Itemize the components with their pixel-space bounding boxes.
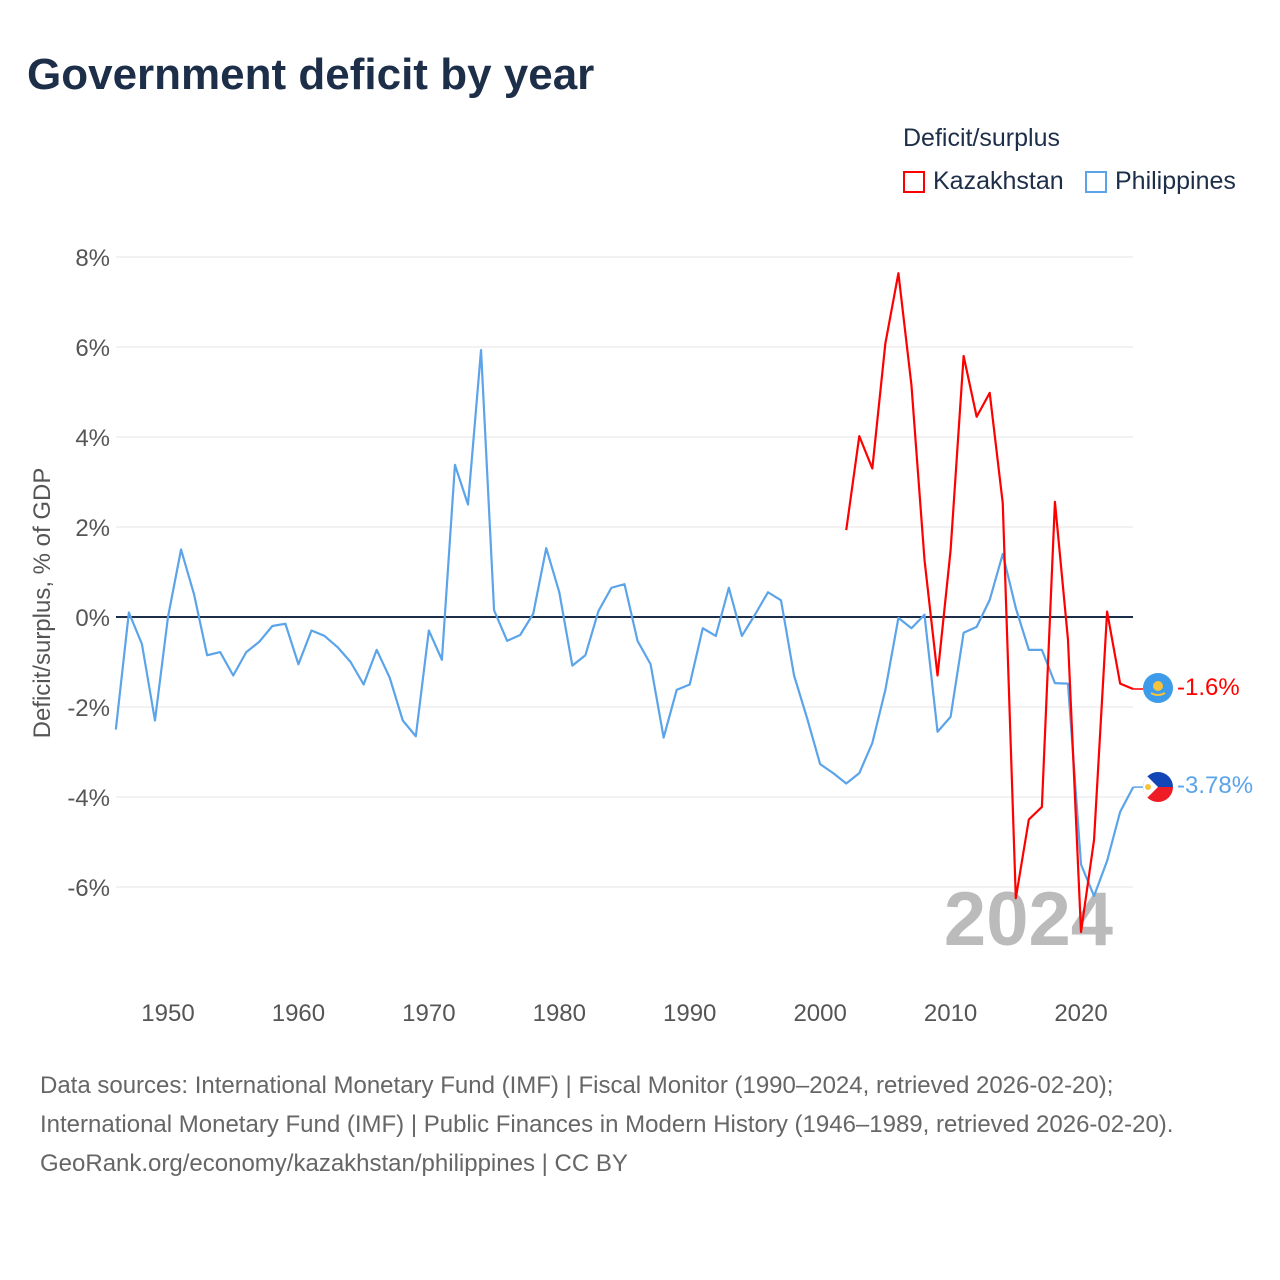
- end-label-kazakhstan: -1.6%: [1177, 674, 1240, 701]
- footer: Data sources: International Monetary Fun…: [40, 1066, 1240, 1183]
- chart-title: Government deficit by year: [27, 50, 595, 99]
- flag-kazakhstan-icon: [1143, 673, 1173, 703]
- credit-link[interactable]: GeoRank.org/economy/kazakhstan/philippin…: [40, 1150, 628, 1177]
- series-line-kazakhstan[interactable]: [845, 272, 1134, 934]
- legend-item-kazakhstan[interactable]: Kazakhstan: [903, 167, 1064, 196]
- legend-label: Philippines: [1115, 167, 1236, 195]
- year-watermark: 2024: [944, 877, 1113, 962]
- end-label-philippines: -3.78%: [1177, 772, 1253, 799]
- y-tick-label: 0%: [75, 605, 110, 632]
- x-tick-label: 1980: [533, 1000, 586, 1027]
- y-tick-label: -2%: [67, 695, 110, 722]
- x-tick-label: 1970: [402, 1000, 455, 1027]
- y-tick-label: 8%: [75, 245, 110, 272]
- x-tick-label: 2020: [1054, 1000, 1107, 1027]
- series-line-philippines[interactable]: [114, 349, 1135, 898]
- legend-item-philippines[interactable]: Philippines: [1085, 167, 1236, 196]
- x-tick-label: 1990: [663, 1000, 716, 1027]
- y-axis-label: Deficit/surplus, % of GDP: [29, 468, 56, 739]
- flag-philippines-icon: [1143, 772, 1173, 802]
- legend-title: Deficit/surplus: [903, 124, 1060, 152]
- data-sources: Data sources: International Monetary Fun…: [40, 1072, 1174, 1138]
- y-tick-label: 2%: [75, 515, 110, 542]
- x-tick-label: 2010: [924, 1000, 977, 1027]
- y-tick-label: 6%: [75, 335, 110, 362]
- x-tick-label: 1950: [141, 1000, 194, 1027]
- legend-label: Kazakhstan: [933, 167, 1064, 195]
- x-tick-label: 2000: [793, 1000, 846, 1027]
- y-tick-label: -6%: [67, 875, 110, 902]
- y-tick-label: 4%: [75, 425, 110, 452]
- y-tick-label: -4%: [67, 785, 110, 812]
- legend-swatch-kazakhstan: [903, 170, 925, 193]
- legend-swatch-philippines: [1085, 170, 1107, 193]
- x-tick-label: 1960: [272, 1000, 325, 1027]
